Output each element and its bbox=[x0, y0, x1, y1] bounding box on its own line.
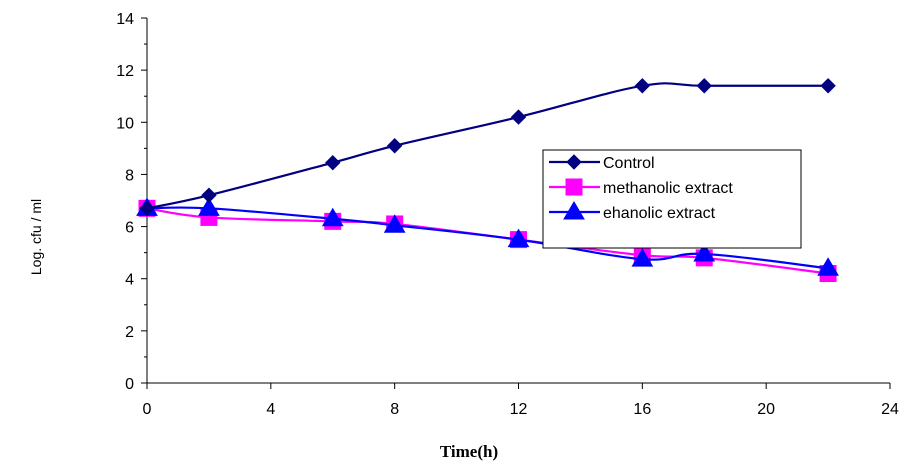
data-point bbox=[386, 138, 403, 154]
data-point bbox=[820, 78, 836, 94]
data-point bbox=[631, 248, 654, 267]
x-tick-label: 4 bbox=[266, 401, 275, 418]
y-tick-label: 14 bbox=[116, 11, 134, 28]
data-point bbox=[817, 257, 839, 276]
legend: Control methanolic extract ehanolic extrac… bbox=[542, 149, 802, 249]
y-tick-label: 4 bbox=[125, 272, 134, 289]
data-point bbox=[139, 200, 155, 217]
x-tick-label: 24 bbox=[881, 401, 899, 418]
y-tick-label: 8 bbox=[125, 167, 134, 184]
legend-label: Control bbox=[603, 155, 655, 172]
data-point bbox=[693, 242, 716, 262]
y-tick-label: 10 bbox=[116, 115, 134, 132]
legend-marker bbox=[563, 201, 585, 220]
series-group bbox=[136, 78, 839, 282]
legend-marker bbox=[565, 178, 583, 196]
legend-item: ehanolic extract bbox=[549, 201, 716, 222]
y-tick-label: 0 bbox=[125, 376, 134, 393]
legend-marker bbox=[566, 154, 582, 170]
legend-box bbox=[542, 149, 802, 249]
series-control bbox=[139, 78, 836, 217]
x-tick-label: 0 bbox=[143, 401, 152, 418]
data-point bbox=[201, 187, 217, 203]
y-tick-label: 12 bbox=[116, 63, 134, 80]
legend-label: ehanolic extract bbox=[603, 205, 716, 222]
data-point bbox=[321, 207, 344, 227]
y-tick-label: 6 bbox=[125, 220, 134, 237]
data-point bbox=[696, 78, 712, 94]
x-tick-label: 8 bbox=[390, 401, 399, 418]
y-tick-label: 2 bbox=[125, 324, 134, 341]
x-tick-label: 20 bbox=[757, 401, 775, 418]
data-point bbox=[383, 214, 406, 233]
legend-label: methanolic extract bbox=[603, 180, 733, 197]
data-point bbox=[634, 78, 651, 94]
x-axis-label: Time(h) bbox=[440, 442, 498, 461]
series-ehanolic-extract bbox=[136, 197, 839, 276]
x-tick-label: 16 bbox=[633, 401, 651, 418]
data-point bbox=[510, 109, 527, 125]
y-axis-label: Log. cfu / ml bbox=[28, 199, 44, 275]
data-point bbox=[325, 154, 341, 171]
data-point bbox=[507, 228, 530, 248]
legend-item: Control bbox=[549, 154, 655, 172]
legend-item: methanolic extract bbox=[549, 178, 733, 197]
x-tick-label: 12 bbox=[510, 401, 528, 418]
data-point bbox=[198, 197, 220, 216]
